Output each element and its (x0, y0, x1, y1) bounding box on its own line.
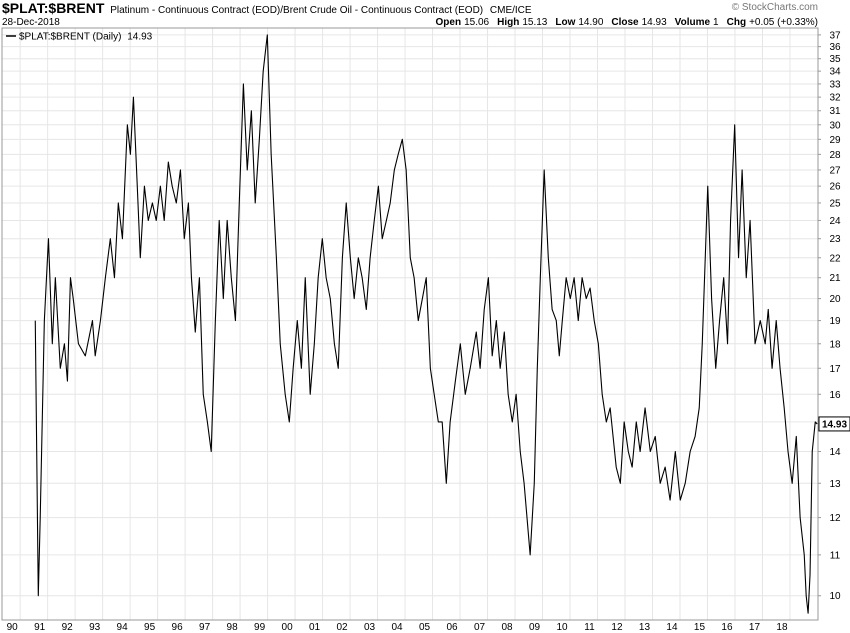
quote-value: 14.93 (642, 17, 667, 28)
y-tick-label: 23 (829, 234, 841, 245)
x-tick-label: 94 (117, 622, 129, 633)
description: Platinum - Continuous Contract (EOD)/Bre… (110, 5, 483, 16)
x-tick-label: 01 (309, 622, 321, 633)
x-tick-label: 15 (694, 622, 706, 633)
y-tick-label: 19 (829, 316, 841, 327)
quote-value: 1 (713, 17, 719, 28)
y-tick-label: 35 (829, 54, 841, 65)
x-tick-label: 95 (144, 622, 156, 633)
quote-label: Open (436, 17, 462, 28)
quote: Open 15.06 High 15.13 Low 14.90 Close 14.93 Volu… (436, 17, 818, 28)
exchange: CME/ICE (490, 5, 532, 16)
x-tick-label: 92 (62, 622, 74, 633)
y-tick-label: 14 (829, 447, 841, 458)
y-tick-label: 13 (829, 479, 841, 490)
x-tick-label: 18 (776, 622, 788, 633)
y-tick-label: 30 (829, 120, 841, 131)
x-tick-label: 10 (556, 622, 568, 633)
quote-value: 14.90 (578, 17, 603, 28)
y-tick-label: 11 (830, 550, 841, 561)
quote-label: Close (611, 17, 639, 28)
y-tick-label: 28 (829, 150, 841, 161)
y-tick-label: 17 (829, 364, 841, 375)
quote-value: 15.06 (464, 17, 489, 28)
y-tick-label: 29 (829, 135, 841, 146)
chart-header: $PLAT:$BRENT Platinum - Continuous Contr… (2, 0, 532, 16)
plot-frame (1, 27, 819, 621)
date: 28-Dec-2018 (2, 17, 60, 28)
y-tick-label: 37 (829, 30, 841, 41)
symbol: $PLAT:$BRENT (2, 0, 105, 16)
y-tick-label: 18 (829, 339, 841, 350)
x-tick-label: 08 (501, 622, 513, 633)
y-tick-label: 26 (829, 182, 841, 193)
x-tick-label: 97 (199, 622, 211, 633)
y-tick-label: 24 (829, 216, 841, 227)
y-tick-label: 27 (829, 165, 841, 176)
x-tick-label: 06 (446, 622, 458, 633)
y-tick-label: 36 (829, 42, 841, 53)
quote-label: High (497, 17, 519, 28)
x-tick-label: 14 (666, 622, 678, 633)
y-tick-label: 16 (829, 390, 841, 401)
y-tick-label: 34 (829, 67, 841, 78)
legend-entry: $PLAT:$BRENT (Daily) 14.93 (19, 32, 153, 43)
x-tick-label: 99 (254, 622, 266, 633)
y-tick-label: 12 (829, 513, 841, 524)
x-tick-label: 13 (639, 622, 651, 633)
quote-label: Chg (727, 17, 746, 28)
y-tick-label: 32 (829, 93, 841, 104)
legend-label: $PLAT:$BRENT (Daily) (19, 32, 121, 43)
quote-value: +0.05 (+0.33%) (749, 17, 818, 28)
last-value-label: 14.93 (822, 419, 847, 430)
y-tick-label: 20 (829, 294, 841, 305)
credit: © StockCharts.com (732, 2, 818, 13)
y-tick-label: 33 (829, 79, 841, 90)
y-tick-label: 31 (829, 106, 841, 117)
last-value-badge (818, 416, 850, 432)
legend-value: 14.93 (127, 32, 152, 43)
quote-label: Volume (675, 17, 711, 28)
y-tick-label: 10 (829, 591, 841, 602)
x-tick-label: 00 (282, 622, 294, 633)
y-tick-label: 25 (829, 198, 841, 209)
x-tick-label: 93 (89, 622, 101, 633)
x-tick-label: 91 (34, 622, 46, 633)
x-tick-label: 09 (529, 622, 541, 633)
x-tick-label: 02 (337, 622, 349, 633)
x-tick-label: 03 (364, 622, 376, 633)
x-tick-label: 98 (227, 622, 239, 633)
x-tick-label: 96 (172, 622, 184, 633)
x-tick-label: 12 (611, 622, 623, 633)
x-tick-label: 11 (584, 622, 595, 633)
quote-value: 15.13 (522, 17, 547, 28)
y-tick-label: 21 (829, 273, 841, 284)
x-tick-label: 17 (749, 622, 761, 633)
x-tick-label: 04 (391, 622, 403, 633)
x-tick-label: 05 (419, 622, 431, 633)
price-line (34, 34, 818, 614)
quote-label: Low (555, 17, 575, 28)
y-tick-label: 22 (829, 253, 841, 264)
x-tick-label: 90 (7, 622, 19, 633)
x-tick-label: 16 (721, 622, 733, 633)
x-tick-label: 07 (474, 622, 486, 633)
